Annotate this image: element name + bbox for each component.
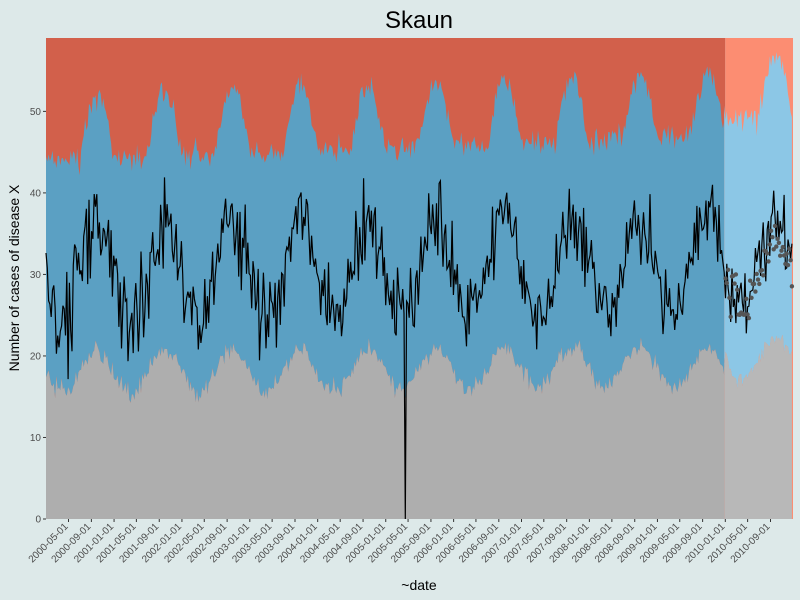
- forecast-point: [765, 251, 770, 256]
- forecast-point: [749, 295, 754, 300]
- x-axis-title: ~date: [401, 577, 437, 593]
- y-tick-label: 50: [30, 107, 42, 118]
- forecast-point: [787, 246, 792, 251]
- y-axis-title: Number of cases of disease X: [6, 184, 22, 371]
- forecast-point: [725, 267, 731, 272]
- forecast-point: [745, 312, 750, 317]
- expected-band-historic: [46, 66, 725, 403]
- y-tick-label: 30: [30, 270, 42, 281]
- forecast-point: [727, 295, 732, 300]
- plot-panel: [45, 38, 795, 520]
- forecast-point: [733, 272, 739, 277]
- forecast-point: [753, 289, 758, 294]
- forecast-point: [757, 281, 762, 287]
- forecast-point: [775, 236, 780, 241]
- forecast-point: [744, 296, 749, 301]
- forecast-point: [789, 284, 795, 289]
- forecast-point: [770, 235, 775, 240]
- forecast-point: [755, 277, 761, 282]
- forecast-point: [768, 228, 774, 233]
- forecast-point: [776, 240, 782, 245]
- forecast-point: [784, 251, 789, 256]
- y-tick-label: 0: [35, 515, 41, 526]
- forecast-point: [728, 314, 733, 319]
- forecast-point: [751, 281, 757, 287]
- forecast-point: [761, 273, 766, 278]
- forecast-point: [779, 248, 784, 253]
- forecast-point: [732, 281, 737, 286]
- expected-band-forecast: [724, 52, 792, 389]
- y-tick-label: 20: [30, 351, 42, 362]
- forecast-point: [774, 244, 779, 249]
- normal-band-historic: [46, 337, 725, 519]
- forecast-point: [748, 278, 753, 283]
- y-tick-label: 10: [30, 433, 42, 444]
- forecast-point: [759, 268, 765, 273]
- forecast-point: [772, 223, 778, 229]
- forecast-point: [788, 258, 793, 263]
- forecast-point: [754, 271, 759, 277]
- forecast-point: [735, 287, 740, 292]
- y-tick-label: 40: [30, 188, 42, 199]
- forecast-point: [778, 253, 783, 258]
- forecast-point: [766, 259, 771, 264]
- chart-title: Skaun: [385, 7, 453, 34]
- forecast-point: [724, 280, 729, 286]
- forecast-point: [746, 315, 752, 321]
- observed-series-line: [45, 177, 793, 520]
- forecast-point: [780, 244, 785, 250]
- forecast-point: [767, 242, 772, 247]
- forecast-point: [723, 276, 728, 281]
- normal-band-forecast: [724, 334, 792, 519]
- y-ticks: 0 10 20 30 40 50: [30, 107, 46, 526]
- forecast-point: [785, 262, 791, 268]
